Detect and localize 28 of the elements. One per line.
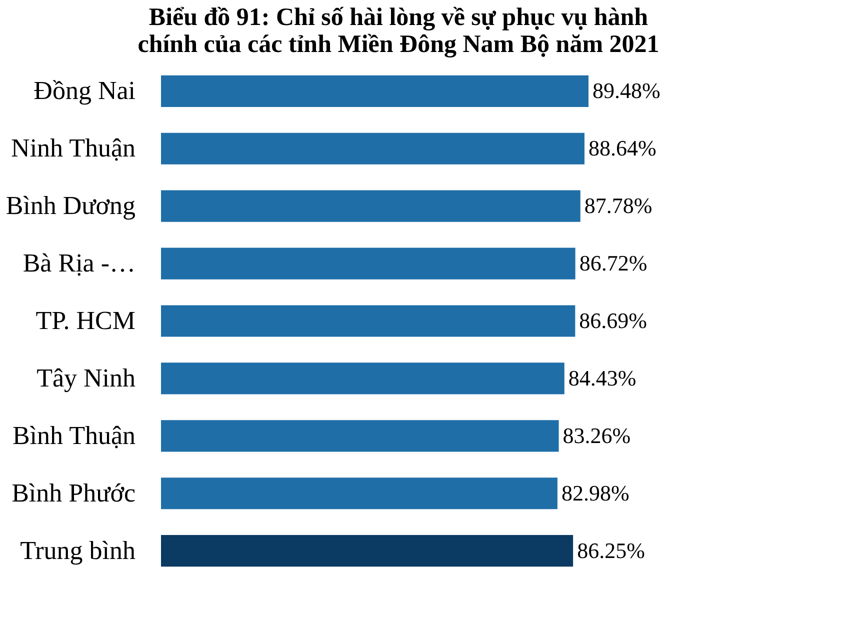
y-tick-label: TP. HCM <box>36 306 136 335</box>
bar <box>161 362 564 394</box>
bar <box>161 248 576 280</box>
chart-title: Biểu đồ 91: Chỉ số hài lòng về sự phục vụ hành chính của các tỉnh Miền Đông Nam Bộ năm 2021 <box>138 4 660 58</box>
bar <box>161 132 584 164</box>
bar <box>161 305 576 337</box>
y-tick-label: Ninh Thuận <box>11 134 136 163</box>
data-label: 86.25% <box>577 538 645 563</box>
data-label: 87.78% <box>584 193 652 218</box>
y-tick-label: Trung bình <box>20 536 136 565</box>
y-tick-label: Bình Thuận <box>12 420 136 450</box>
data-label: 89.48% <box>592 78 660 104</box>
bar <box>161 420 559 452</box>
data-label: 86.69% <box>579 308 647 333</box>
data-label: 82.98% <box>561 480 630 506</box>
bar <box>161 478 558 510</box>
data-label: 88.64% <box>588 136 656 161</box>
bar <box>161 535 574 567</box>
bar <box>161 75 588 107</box>
y-tick-label: Tây Ninh <box>36 363 136 392</box>
bar <box>161 190 580 222</box>
y-tick-label: Đồng Nai <box>34 76 136 106</box>
data-label: 84.43% <box>568 365 636 390</box>
y-tick-label: Bình Dương <box>6 191 136 220</box>
y-tick-label: Bình Phước <box>12 478 136 508</box>
y-tick-label: Bà Rịa -… <box>22 248 136 278</box>
data-label: 86.72% <box>579 250 648 276</box>
data-label: 83.26% <box>562 422 631 448</box>
